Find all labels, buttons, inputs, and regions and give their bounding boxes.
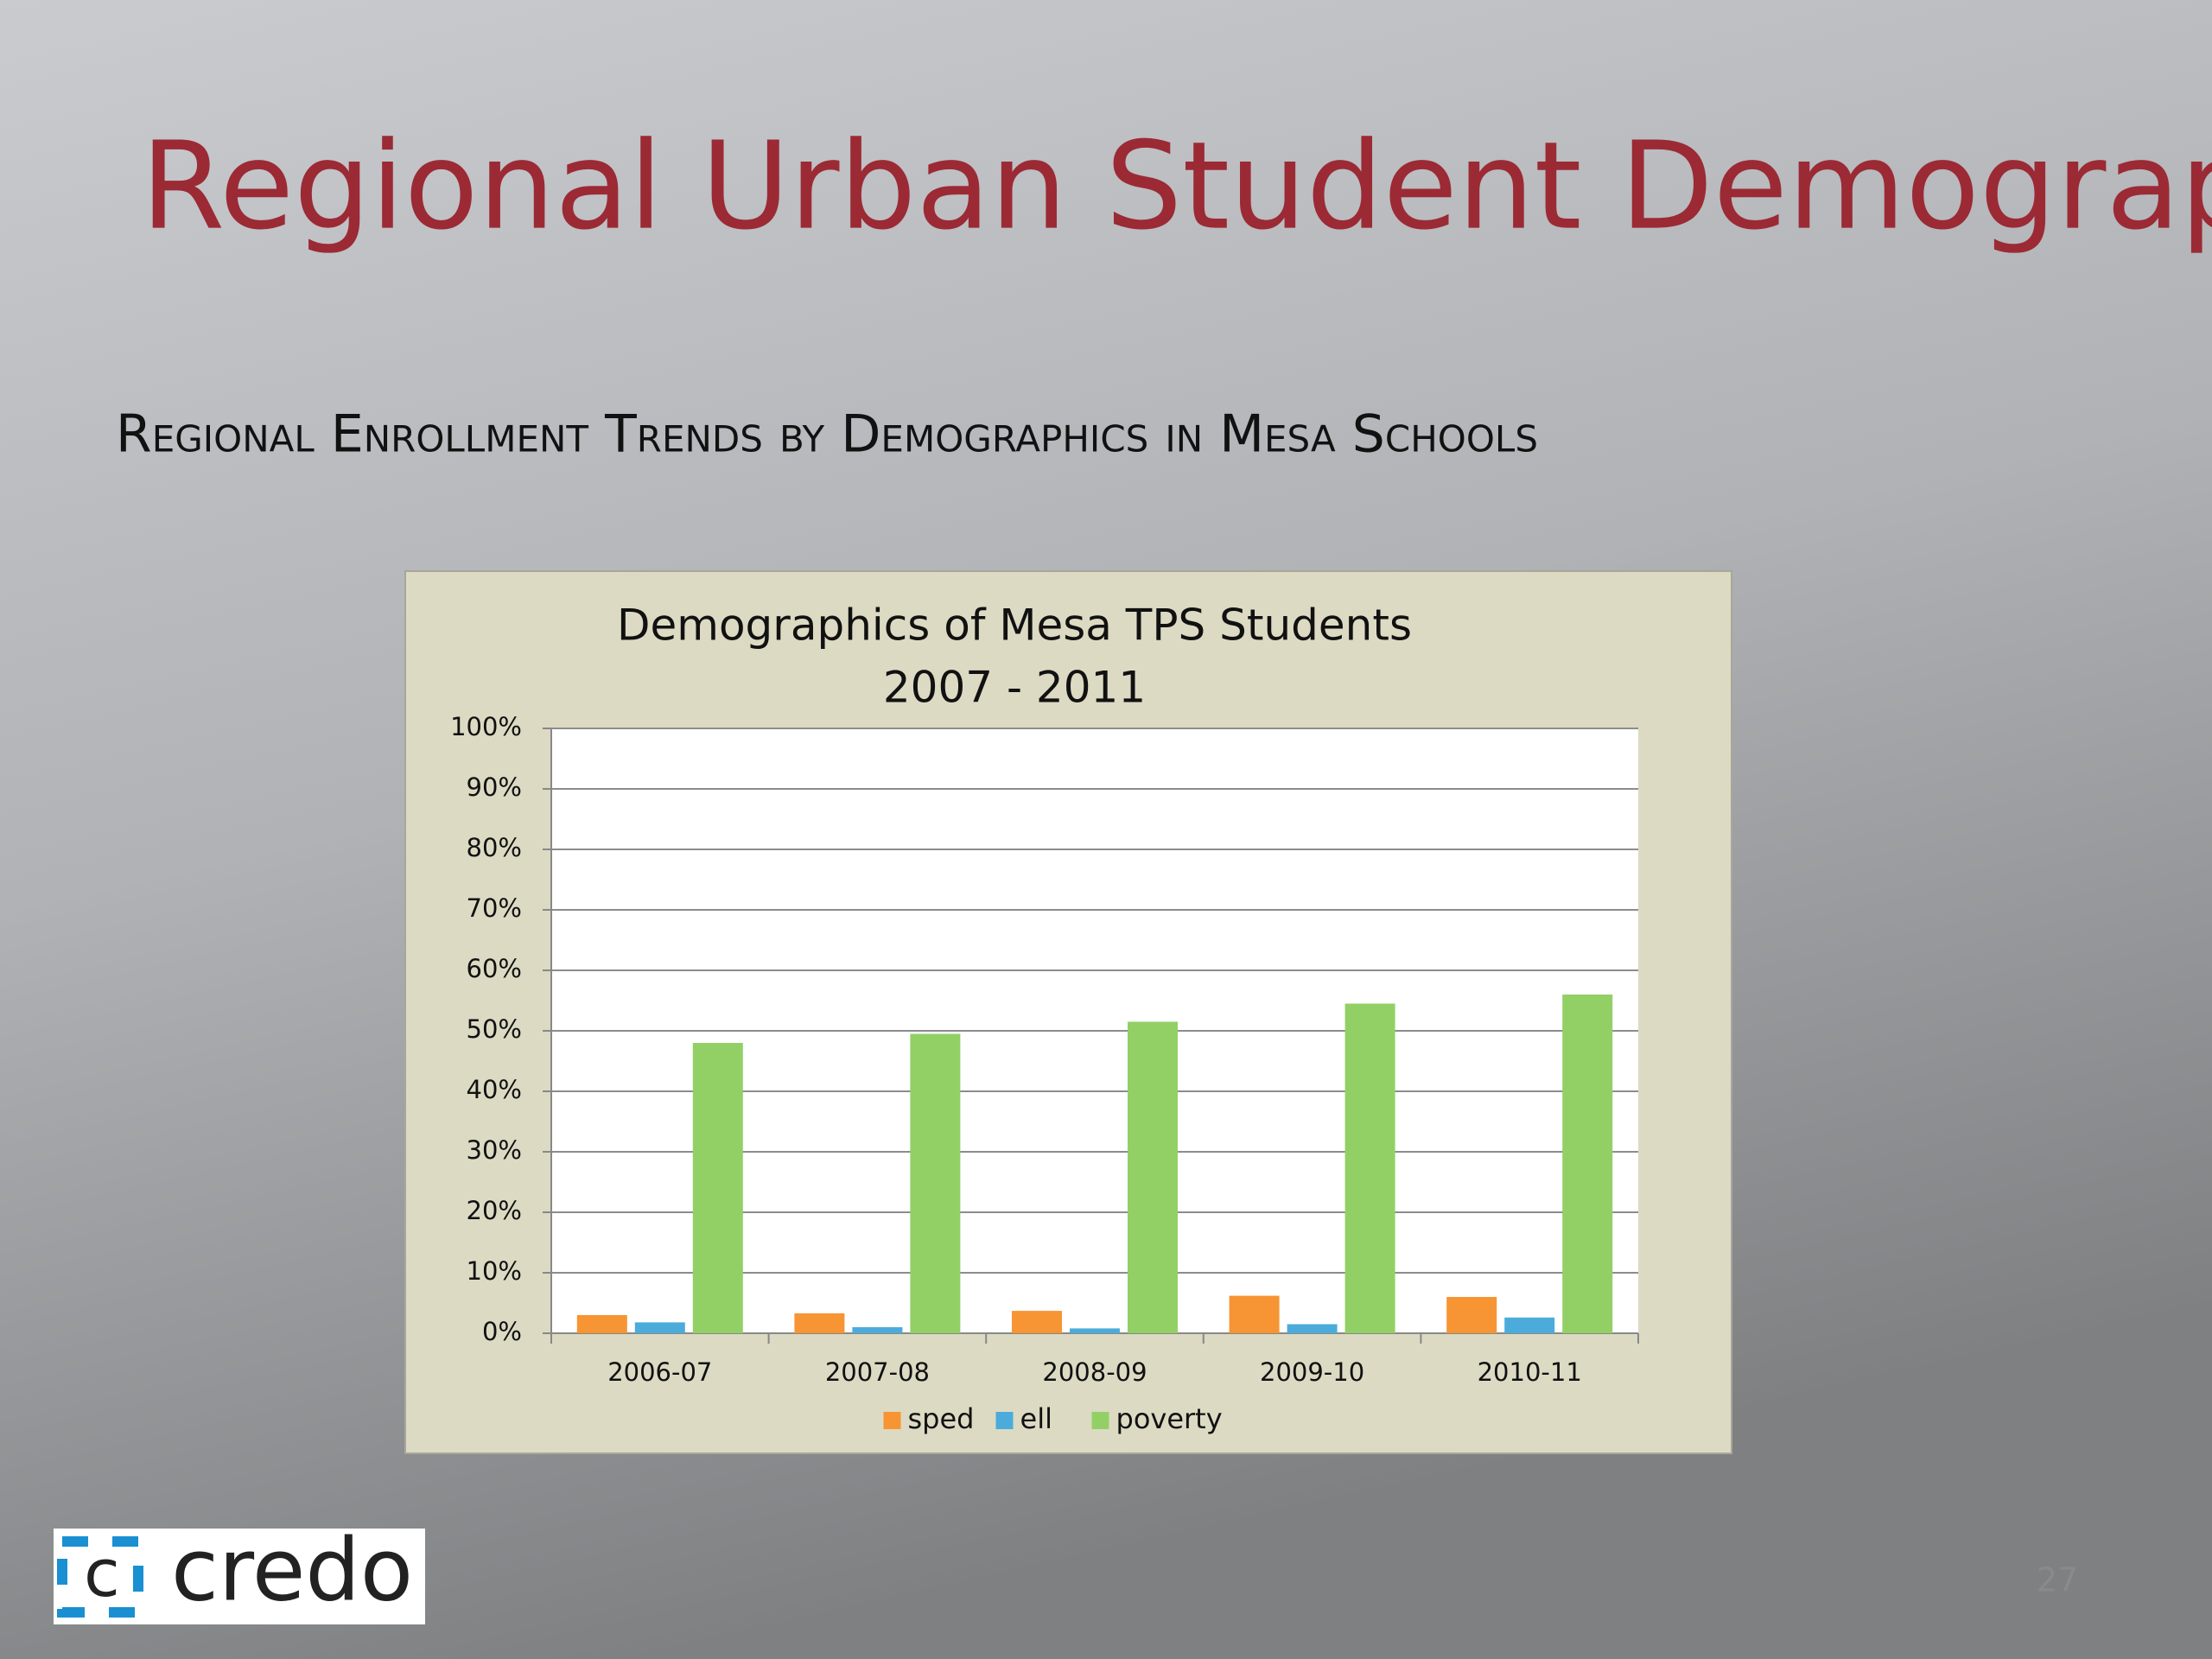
bar <box>1128 1021 1178 1333</box>
slide-subtitle: Regional Enrollment Trends by Demographi… <box>116 404 1538 465</box>
logo-icon <box>57 1536 143 1618</box>
bar <box>1344 1003 1395 1333</box>
legend-label: ell <box>1020 1402 1052 1435</box>
bar <box>692 1043 743 1333</box>
x-tick-label: 2008-09 <box>1042 1357 1147 1387</box>
y-tick-label: 50% <box>467 1014 522 1044</box>
y-tick-label: 10% <box>467 1256 522 1286</box>
y-tick-label: 40% <box>467 1075 522 1104</box>
legend-swatch <box>883 1412 901 1429</box>
bar <box>852 1327 903 1333</box>
x-tick-label: 2010-11 <box>1478 1357 1582 1387</box>
legend-swatch <box>1091 1412 1109 1429</box>
y-tick-label: 80% <box>467 833 522 862</box>
y-tick-label: 30% <box>467 1135 522 1165</box>
bar <box>634 1322 685 1333</box>
legend-swatch <box>995 1412 1014 1429</box>
bar <box>1229 1295 1280 1333</box>
y-tick-label: 60% <box>467 954 522 983</box>
legend-label: poverty <box>1116 1402 1223 1435</box>
chart-title: Demographics of Mesa TPS Students <box>617 601 1412 651</box>
bar <box>1504 1317 1555 1333</box>
x-tick-label: 2007-08 <box>825 1357 930 1387</box>
bar <box>1012 1311 1062 1333</box>
page-number: 27 <box>2037 1561 2078 1599</box>
x-tick-label: 2009-10 <box>1260 1357 1364 1387</box>
bar <box>1446 1297 1497 1333</box>
bar <box>1287 1324 1338 1333</box>
y-tick-label: 70% <box>467 893 522 923</box>
y-tick-label: 0% <box>482 1317 522 1346</box>
bar <box>1070 1328 1120 1333</box>
legend-label: sped <box>908 1402 975 1435</box>
logo-text: credo <box>171 1519 413 1620</box>
chart-subtitle: 2007 - 2011 <box>883 663 1146 713</box>
bar <box>1562 995 1613 1333</box>
bar <box>910 1033 961 1333</box>
logo-icon-letter: c <box>84 1535 120 1611</box>
y-tick-label: 90% <box>467 772 522 802</box>
slide-title: Regional Urban Student Demographics <box>141 117 2212 257</box>
y-tick-label: 100% <box>450 712 522 741</box>
bar <box>794 1313 845 1333</box>
bar <box>576 1315 627 1333</box>
x-tick-label: 2006-07 <box>607 1357 712 1387</box>
y-tick-label: 20% <box>467 1196 522 1225</box>
